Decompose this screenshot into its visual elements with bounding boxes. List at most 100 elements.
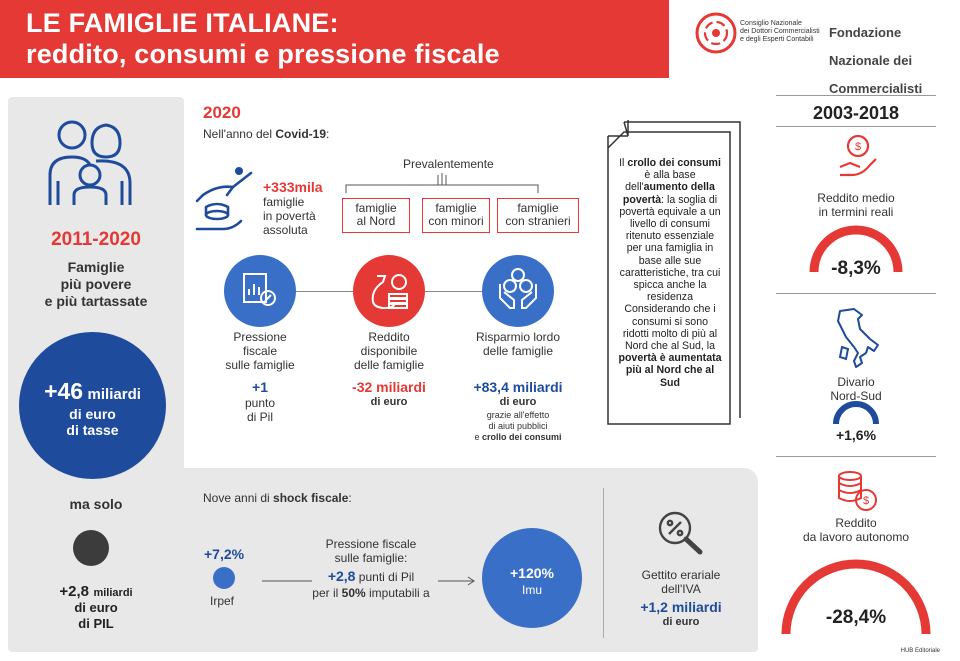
- right-period: 2003-2018: [812, 103, 900, 123]
- italy-map-icon: [837, 308, 879, 368]
- shock-center-l1: Pressione fiscale: [325, 537, 417, 551]
- shock-center-l4-bold: 50%: [341, 586, 366, 600]
- imu-circle: [482, 528, 582, 628]
- shock-connector: [262, 576, 475, 586]
- cndc-logo-text: Consiglio Nazionale dei Dottori Commerci…: [740, 20, 820, 43]
- gdp-desc: di euro di PIL: [74, 600, 118, 631]
- shock-panel: [180, 468, 758, 652]
- right-rule-2: [776, 456, 936, 457]
- document-text: Il crollo dei consumi è alla base dell'a…: [618, 157, 722, 389]
- covid-intro: Nell'anno del Covid-19:: [203, 127, 329, 141]
- right-item3-label: Reddito da lavoro autonomo: [802, 516, 910, 544]
- taxes-circle: [19, 332, 166, 479]
- right-item3-value: -28,4%: [825, 607, 887, 628]
- right-item1-label: Reddito medio in termini reali: [817, 191, 895, 219]
- iva-unit: di euro: [662, 616, 700, 628]
- shock-center-value: +2,8: [327, 568, 356, 584]
- gdp-dot: [73, 530, 109, 566]
- left-subtitle: Famiglie più povere e più tartassate: [44, 259, 148, 309]
- category-box-minors: famiglie con minori: [422, 198, 490, 233]
- fnc-line1: Fondazione: [828, 25, 902, 40]
- covid-year: 2020: [203, 103, 241, 122]
- metric-income-unit: di euro: [370, 396, 408, 408]
- category-box-foreigners: famiglie con stranieri: [497, 198, 579, 233]
- covid-intro-suffix: :: [326, 127, 330, 141]
- irpef-label: Irpef: [210, 594, 235, 608]
- left-period: 2011-2020: [51, 229, 141, 250]
- prevalentemente-label: Prevalentemente: [403, 157, 494, 171]
- metric-savings-value: +83,4 miliardi: [473, 379, 563, 395]
- shock-center-l3-rest: punti di Pil: [355, 570, 415, 584]
- shock-intro: Nove anni di shock fiscale:: [203, 491, 352, 505]
- gdp-value-line: +2,8 miliardi: [8, 583, 184, 601]
- gauge-self-employed: [781, 559, 931, 635]
- doc-text-1: Il: [619, 157, 628, 169]
- svg-text:$: $: [855, 141, 861, 153]
- metric-tax-value: +1: [252, 379, 268, 395]
- page-title: LE FAMIGLIE ITALIANE:: [26, 8, 339, 38]
- document-frame: [607, 120, 741, 425]
- metric-tax-unit: punto di Pil: [244, 396, 276, 424]
- taxes-unit: miliardi: [87, 386, 141, 403]
- metric-savings-label: Risparmio lordo delle famiglie: [475, 330, 561, 358]
- right-top-rule: [776, 95, 936, 96]
- footer-credit: HUB Editoriale: [900, 648, 940, 654]
- shock-intro-bold: shock fiscale: [273, 491, 349, 505]
- fnc-line2: Nazionale dei: [829, 53, 913, 68]
- shock-divider: [603, 488, 604, 638]
- cndc-logo-icon: [695, 12, 737, 54]
- taxes-value-line: +46 miliardi: [19, 378, 166, 405]
- doc-bold-2: aumento della povertà: [622, 181, 715, 206]
- imu-value: +120%: [510, 565, 554, 581]
- metric-income-value: -32 miliardi: [352, 379, 426, 395]
- doc-text-2: è alla base dell': [625, 169, 696, 194]
- metric-savings-note3: e crollo dei consumi: [443, 432, 593, 443]
- doc-bold-3: povertà è aumentata più al Nord che al S…: [618, 352, 722, 389]
- shock-center-l3: +2,8 punti di Pil: [300, 568, 442, 584]
- poverty-desc: famiglie in povertà assoluta: [263, 195, 316, 237]
- page-subtitle: reddito, consumi e pressione fiscale: [26, 39, 500, 69]
- note3-bold: crollo dei consumi: [482, 432, 562, 442]
- gdp-unit: miliardi: [93, 587, 133, 599]
- hand-coin-small-icon: $: [839, 134, 877, 177]
- gdp-value: +2,8: [59, 583, 90, 600]
- metric-income-label: Reddito disponibile delle famiglie: [353, 330, 425, 372]
- ma-solo-label: ma solo: [69, 496, 123, 512]
- right-item1-value: -8,3%: [831, 258, 881, 279]
- right-item2-value: +1,6%: [835, 427, 877, 443]
- imu-label: Imu: [521, 583, 542, 597]
- coin-stack-icon: $: [838, 471, 877, 511]
- shock-intro-text: Nove anni di: [203, 491, 274, 505]
- irpef-dot: [213, 567, 235, 589]
- income-icon-circle: [353, 255, 425, 327]
- svg-text:$: $: [863, 495, 869, 507]
- taxes-value: +46: [44, 378, 84, 404]
- metric-savings-unit: di euro: [499, 396, 537, 408]
- shock-center-l4-prefix: per il: [312, 586, 342, 600]
- doc-bold-1: crollo dei consumi: [627, 157, 721, 169]
- iva-label: Gettito erariale dell'IVA: [641, 568, 721, 596]
- iva-value: +1,2 miliardi: [640, 599, 722, 615]
- magnifier-percent-icon: [658, 511, 703, 555]
- poverty-value: +333mila: [263, 179, 323, 195]
- metric-savings-note2: di aiuti pubblici: [488, 421, 548, 431]
- covid-intro-text: Nell'anno del: [203, 127, 276, 141]
- gauge-divario: [833, 401, 879, 425]
- hand-coin-icon: [195, 167, 253, 231]
- header-banner: [0, 0, 669, 78]
- fnc-line3: Commercialisti: [829, 81, 923, 96]
- note3-prefix: e: [474, 432, 482, 442]
- family-icon: [48, 120, 132, 205]
- shock-center-l4-suffix: imputabili a: [365, 586, 430, 600]
- metric-tax-label: Pressione fiscale sulle famiglie: [225, 330, 295, 372]
- gauge-income: [809, 225, 903, 273]
- right-item2-label: Divario Nord-Sud: [830, 375, 882, 403]
- category-box-north: famiglie al Nord: [342, 198, 410, 233]
- tax-document-icon: [243, 273, 276, 306]
- irpef-value: +7,2%: [204, 546, 245, 562]
- hands-coins-icon: [499, 268, 537, 309]
- shock-center-l2: sulle famiglie:: [334, 551, 408, 565]
- category-bracket: [345, 173, 539, 193]
- covid-intro-bold: Covid-19: [275, 127, 327, 141]
- doc-text-3: : la soglia di povertà equivale a un liv…: [619, 193, 721, 353]
